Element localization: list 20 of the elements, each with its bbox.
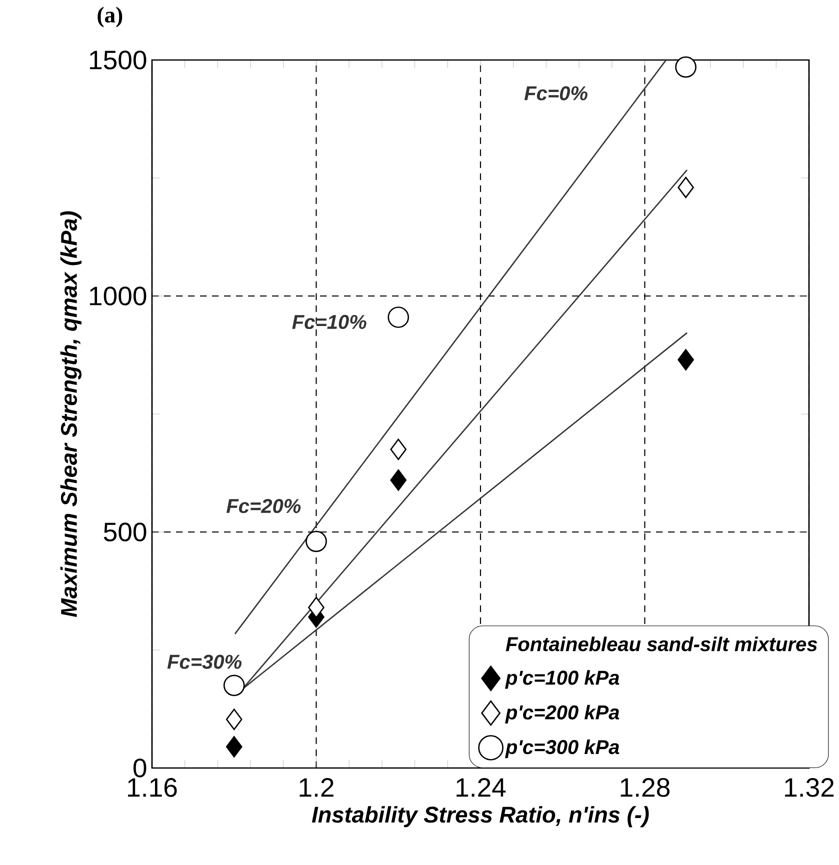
annotation: Fc=10%: [292, 314, 366, 330]
annotation: Fc=30%: [167, 654, 242, 669]
y-tick-label: 0: [133, 758, 146, 778]
legend-label: p'c=300 kPa: [504, 739, 619, 758]
y-tick-label: 1500: [90, 50, 146, 70]
x-tick-label: 1.28: [620, 778, 670, 797]
annotation: Fc=0%: [524, 86, 588, 100]
chart-title: (a): [98, 6, 122, 28]
y-axis-title: Maximum Shear Strength, qmax (kPa): [60, 211, 82, 618]
legend-label: p'c=200 kPa: [504, 704, 619, 724]
x-axis-title: Instability Stress Ratio, n'ins (-): [312, 806, 649, 828]
y-tick-label: 1000: [90, 286, 146, 306]
y-tick-label: 500: [104, 522, 146, 542]
legend-label: p'c=100 kPa: [504, 670, 619, 689]
x-tick-label: 1.32: [784, 778, 834, 797]
annotation: Fc=20%: [226, 498, 300, 514]
legend-title: Fontainebleau sand-silt mixtures: [506, 636, 817, 652]
x-tick-label: 1.24: [456, 778, 506, 797]
x-tick-label: 1.16: [128, 778, 177, 797]
x-tick-label: 1.2: [300, 778, 334, 797]
